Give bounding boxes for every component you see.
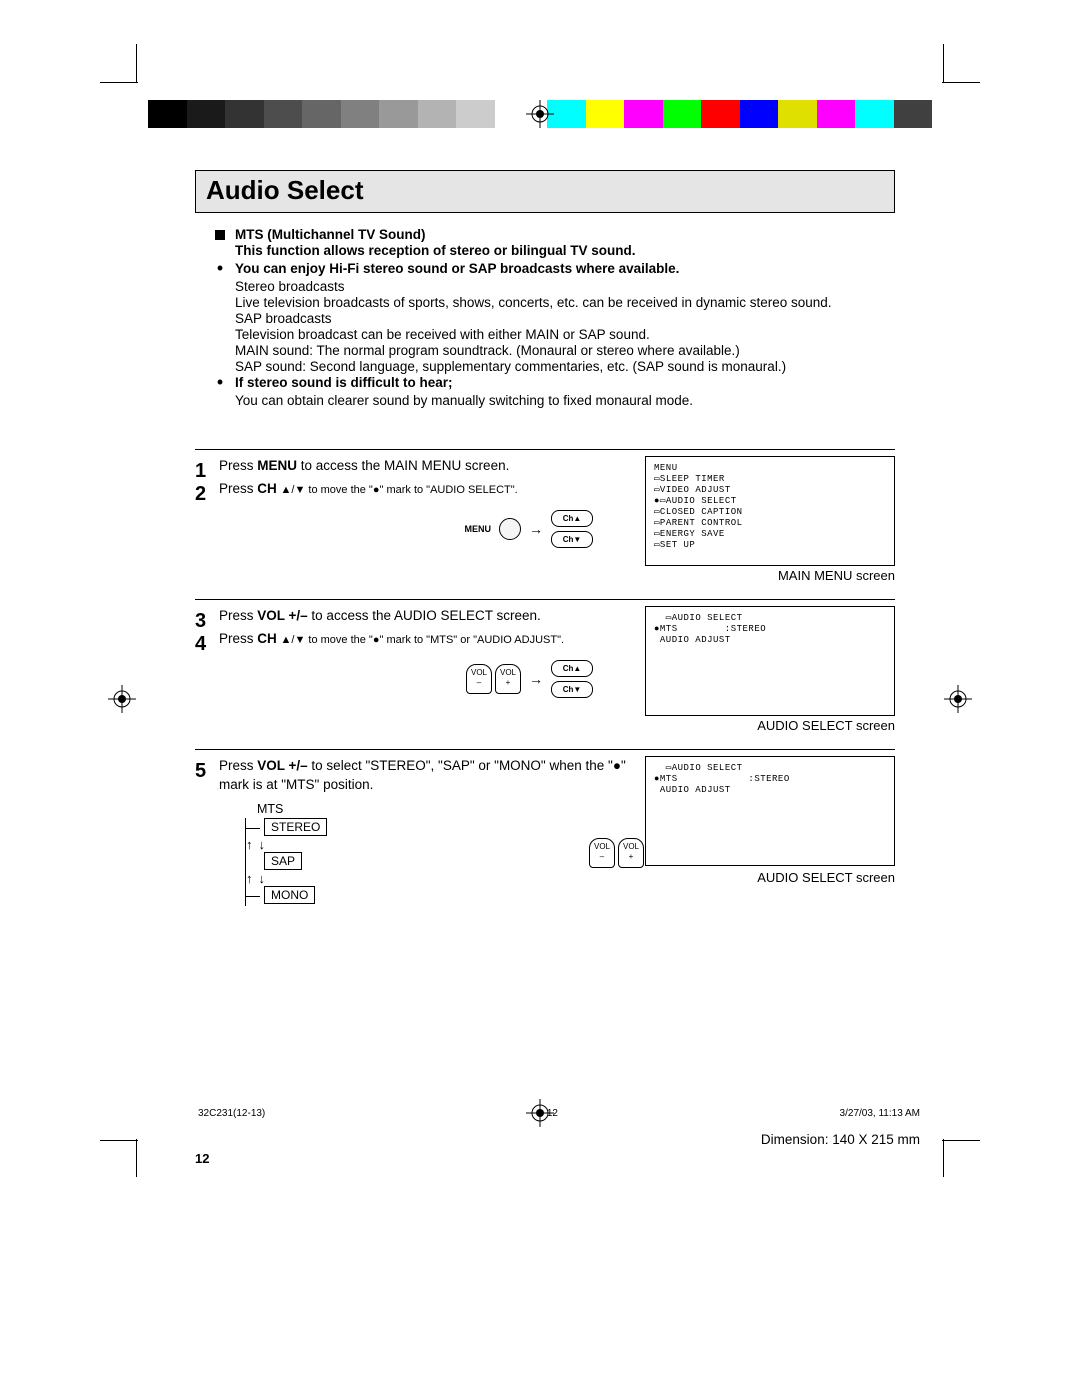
step-text: Press VOL +/– to access the AUDIO SELECT… — [219, 606, 633, 625]
step-text: Press MENU to access the MAIN MENU scree… — [219, 456, 633, 475]
mts-option: MONO — [264, 886, 315, 904]
square-bullet-icon — [215, 230, 225, 240]
audio-select-screen: ▭AUDIO SELECT ●MTS :STEREO AUDIO ADJUST — [645, 756, 895, 866]
intro-sub: This function allows reception of stereo… — [235, 243, 636, 258]
intro-text: Television broadcast can be received wit… — [235, 327, 895, 343]
ch-down-button: Ch▼ — [551, 681, 593, 698]
registration-mark — [526, 100, 554, 128]
intro-heading: MTS (Multichannel TV Sound) — [235, 227, 425, 242]
step-number: 2 — [195, 483, 206, 506]
audio-select-screen: ▭AUDIO SELECT ●MTS :STEREO AUDIO ADJUST — [645, 606, 895, 716]
mts-option: SAP — [264, 852, 302, 870]
vol-plus-button: VOL + — [495, 664, 521, 694]
registration-mark — [108, 685, 136, 713]
steps-list: 1 Press MENU to access the MAIN MENU scr… — [195, 449, 895, 916]
mts-diagram: MTS STEREO ↑↓ SAP ↑↓ MONO — [235, 802, 633, 906]
crop-mark — [942, 82, 980, 83]
up-down-arrows-icon: ↑↓ — [246, 840, 633, 850]
mts-option: STEREO — [264, 818, 327, 836]
arrow-right-icon: → — [529, 671, 543, 687]
screen-caption: AUDIO SELECT screen — [645, 718, 895, 733]
crop-mark — [942, 1140, 980, 1141]
button-illustration: VOL – VOL + → Ch▲ Ch▼ — [195, 660, 633, 698]
step-text: Press CH ▲/▼ to move the "●" mark to "AU… — [219, 479, 633, 500]
registration-mark — [944, 685, 972, 713]
dimension-label: Dimension: 140 X 215 mm — [761, 1132, 920, 1147]
page-number: 12 — [195, 1151, 209, 1166]
intro-text: Stereo broadcasts — [235, 279, 895, 295]
intro-text: Live television broadcasts of sports, sh… — [235, 295, 895, 311]
crop-mark — [100, 82, 138, 83]
crop-mark — [136, 44, 137, 82]
intro-text: You can obtain clearer sound by manually… — [235, 393, 895, 409]
vol-minus-button: VOL – — [466, 664, 492, 694]
footer-timestamp: 3/27/03, 11:13 AM — [840, 1108, 920, 1119]
ch-down-button: Ch▼ — [551, 531, 593, 548]
footer-page: 12 — [547, 1108, 558, 1119]
step-text: Press VOL +/– to select "STEREO", "SAP" … — [219, 756, 633, 794]
screen-caption: MAIN MENU screen — [645, 568, 895, 583]
intro-block: MTS (Multichannel TV Sound) This functio… — [215, 227, 895, 409]
intro-bullet: You can enjoy Hi-Fi stereo sound or SAP … — [235, 261, 679, 277]
up-down-arrows-icon: ↑↓ — [246, 874, 633, 884]
menu-button-icon — [499, 518, 521, 540]
crop-mark — [136, 1139, 137, 1177]
ch-up-button: Ch▲ — [551, 660, 593, 677]
dot-bullet-icon: • — [215, 375, 225, 391]
step-text: Press CH ▲/▼ to move the "●" mark to "MT… — [219, 629, 633, 650]
section-title: Audio Select — [206, 175, 884, 206]
crop-mark — [943, 1139, 944, 1177]
intro-text: MAIN sound: The normal program soundtrac… — [235, 343, 895, 359]
print-footer: 32C231(12-13) 12 3/27/03, 11:13 AM — [198, 1108, 920, 1119]
dot-bullet-icon: • — [215, 261, 225, 277]
intro-bullet: If stereo sound is difficult to hear; — [235, 375, 453, 391]
main-menu-screen: MENU ▭SLEEP TIMER ▭VIDEO ADJUST ●▭AUDIO … — [645, 456, 895, 566]
screen-caption: AUDIO SELECT screen — [757, 870, 895, 885]
arrow-right-icon: → — [529, 521, 543, 537]
button-illustration: MENU → Ch▲ Ch▼ — [195, 510, 633, 548]
intro-text: SAP sound: Second language, supplementar… — [235, 359, 895, 375]
crop-mark — [943, 44, 944, 82]
intro-text: SAP broadcasts — [235, 311, 895, 327]
menu-label: MENU — [465, 524, 492, 534]
step-number: 5 — [195, 760, 206, 783]
footer-filename: 32C231(12-13) — [198, 1108, 265, 1119]
step-number: 4 — [195, 633, 206, 656]
page-content: Audio Select MTS (Multichannel TV Sound)… — [195, 170, 895, 916]
ch-up-button: Ch▲ — [551, 510, 593, 527]
section-title-box: Audio Select — [195, 170, 895, 213]
crop-mark — [100, 1140, 138, 1141]
